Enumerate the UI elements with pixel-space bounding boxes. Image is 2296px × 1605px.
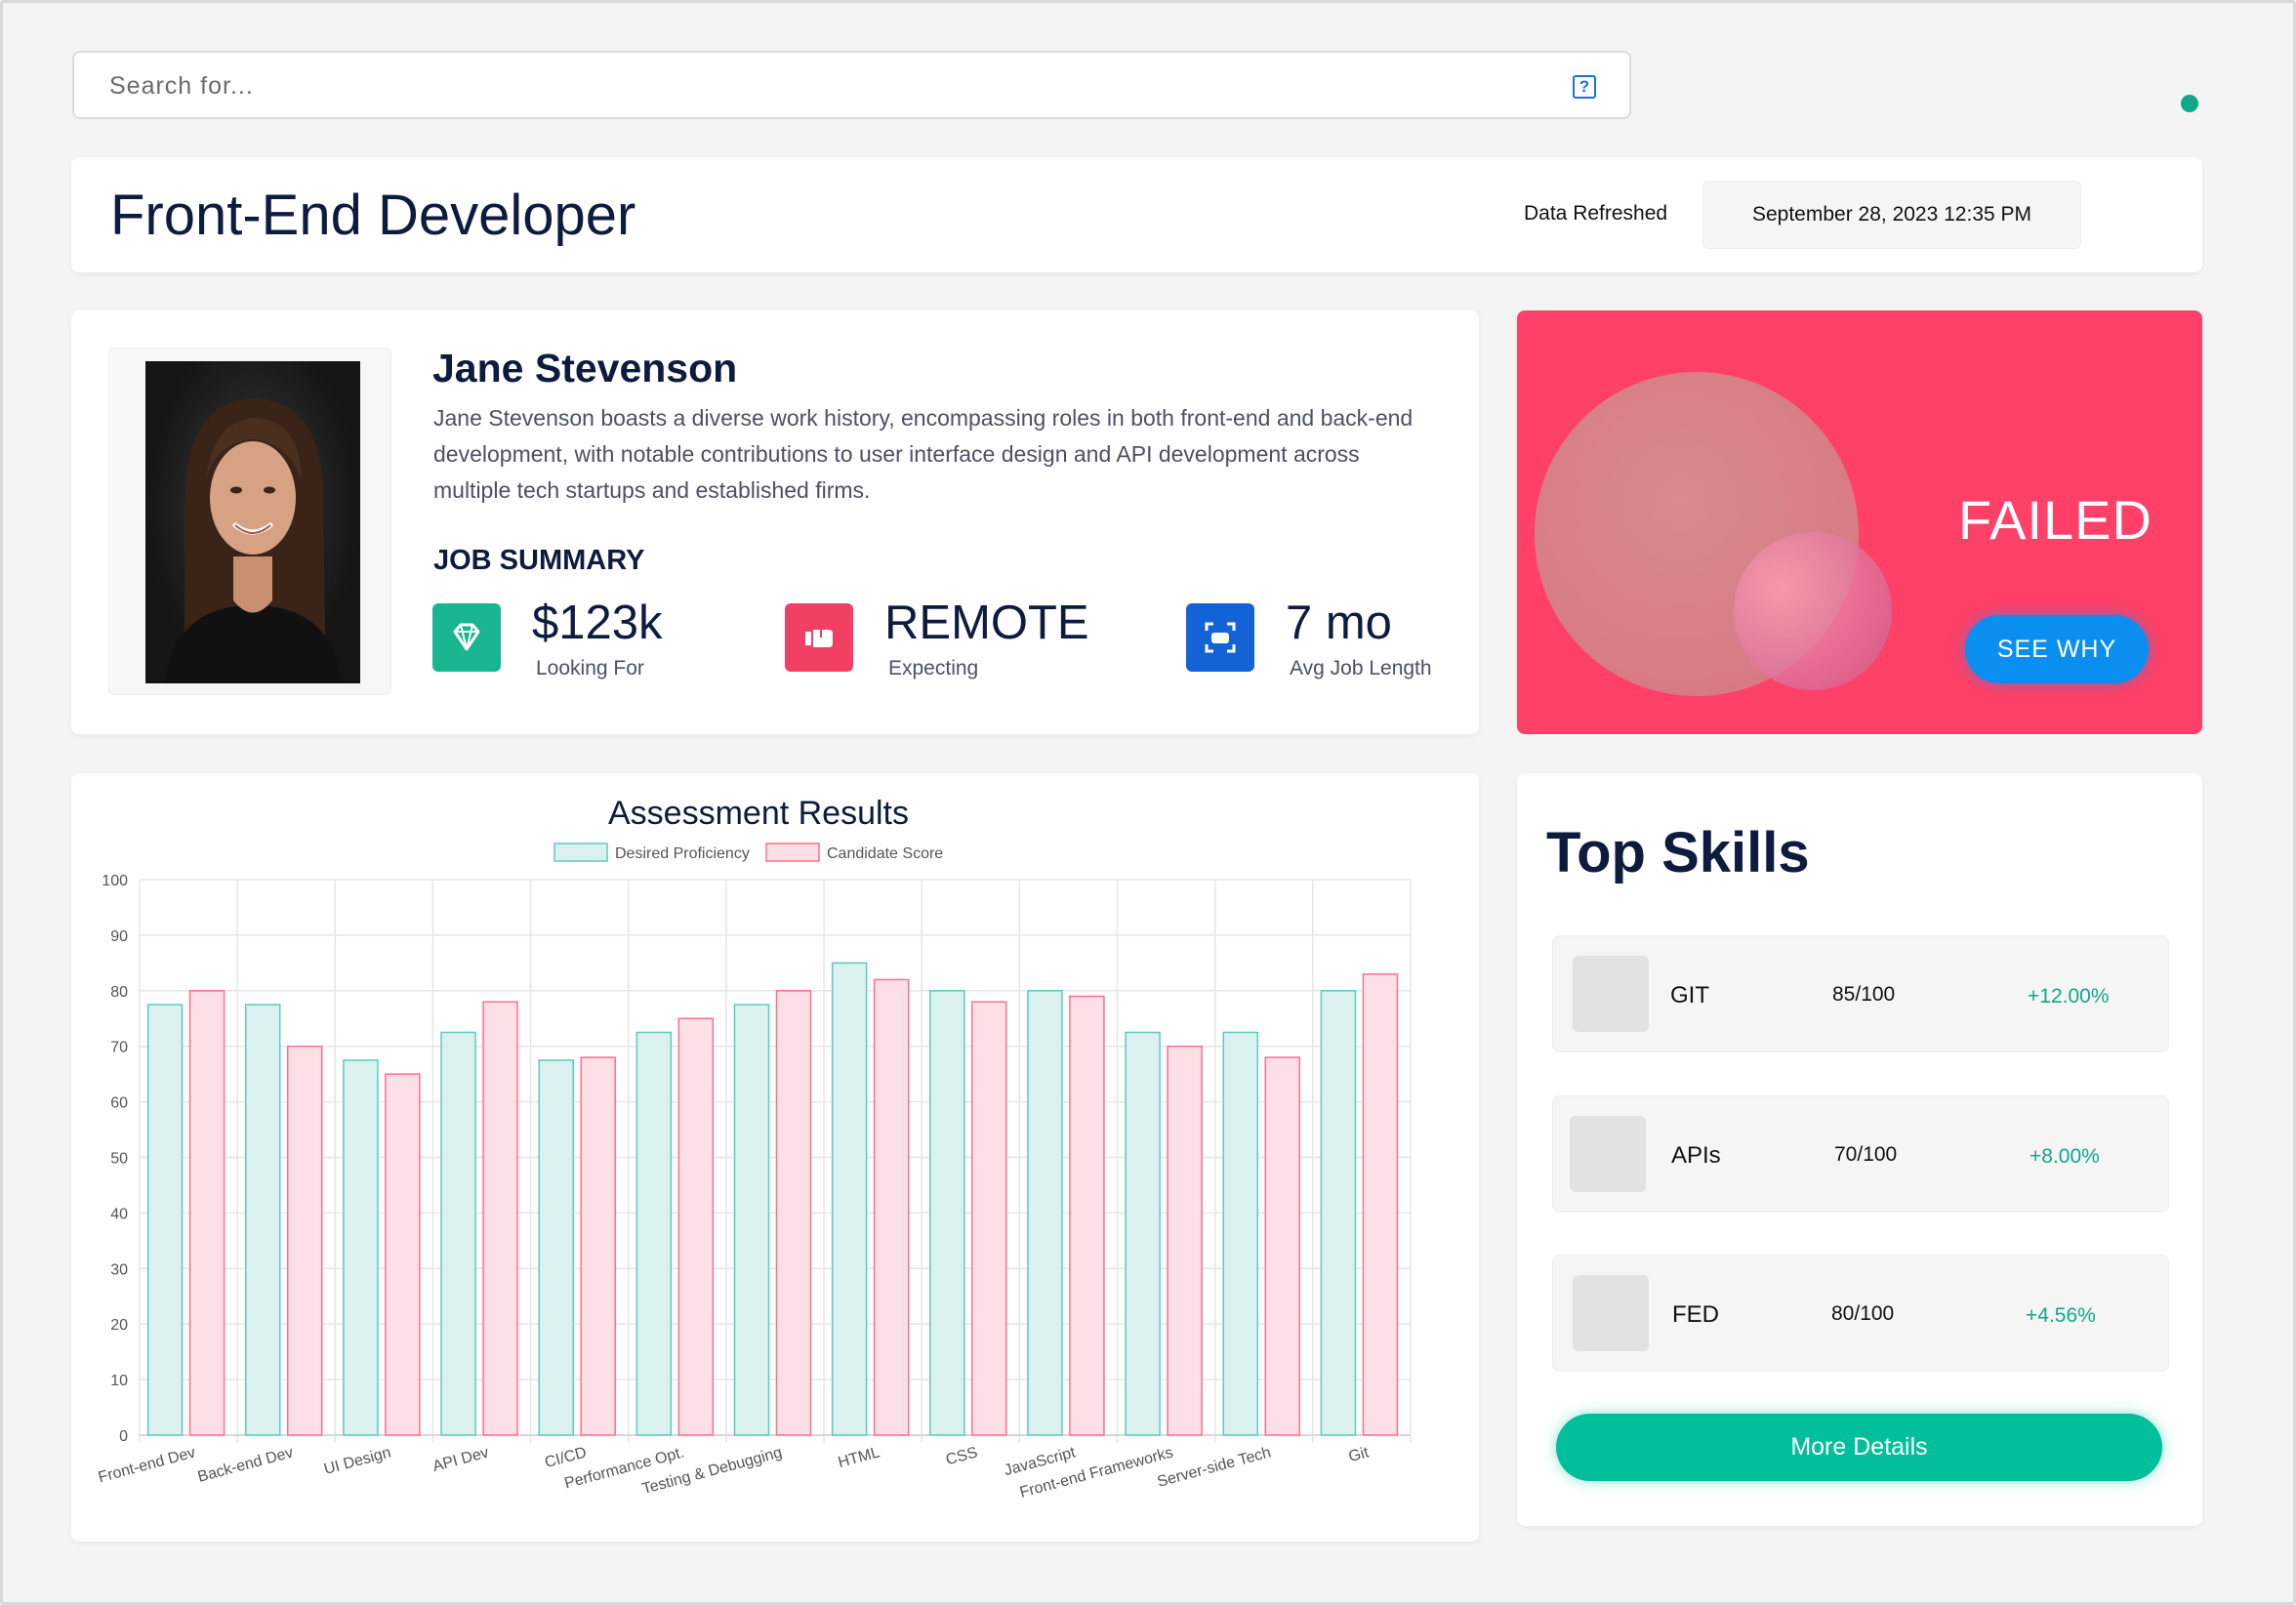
result-status: FAILED [1958, 489, 2152, 551]
y-tick-label: 100 [102, 873, 128, 889]
x-tick-label: Server-side Tech [1156, 1444, 1273, 1490]
bar [775, 990, 812, 1436]
skill-row[interactable]: APIs 70/100 +8.00% [1552, 1095, 2169, 1213]
bar [677, 1017, 715, 1436]
x-tick-label: Back-end Dev [196, 1444, 295, 1485]
stat-label: Expecting [888, 657, 979, 679]
bar [244, 1004, 281, 1436]
skill-thumbnail [1573, 1275, 1649, 1351]
x-tick-label: CSS [944, 1444, 979, 1468]
bar [831, 962, 868, 1436]
stat-value: 7 mo [1286, 597, 1392, 649]
x-tick-label: HTML [837, 1444, 882, 1471]
status-indicator [2181, 95, 2198, 112]
skill-name: APIs [1671, 1142, 1721, 1169]
y-tick-label: 90 [110, 928, 128, 945]
top-skills-card: Top Skills GIT 85/100 +12.00% APIs 70/10… [1517, 773, 2202, 1526]
candidate-name: Jane Stevenson [432, 346, 738, 391]
y-tick-label: 70 [110, 1040, 128, 1056]
bar [929, 990, 965, 1436]
bar [1069, 995, 1105, 1436]
bar [873, 978, 910, 1436]
skill-thumbnail [1570, 1116, 1646, 1192]
skill-score: 85/100 [1832, 983, 1896, 1006]
skill-thumbnail [1573, 956, 1649, 1032]
bar [1222, 1031, 1259, 1436]
bar [385, 1073, 421, 1436]
y-tick-label: 80 [110, 984, 128, 1001]
bar [580, 1056, 616, 1436]
page-header: Front-End Developer Data Refreshed Septe… [71, 157, 2202, 272]
bar [1167, 1045, 1203, 1436]
skill-change: +8.00% [2030, 1145, 2100, 1168]
see-why-button[interactable]: SEE WHY [1965, 615, 2149, 683]
bar [482, 1001, 518, 1436]
bar [343, 1059, 379, 1436]
stat-value: REMOTE [884, 597, 1089, 649]
hand-icon [785, 603, 853, 672]
skill-score: 70/100 [1834, 1143, 1898, 1166]
x-tick-label: CI/CD [543, 1444, 588, 1471]
skill-name: GIT [1670, 982, 1709, 1008]
y-tick-label: 30 [110, 1261, 128, 1278]
data-refreshed-value: September 28, 2023 12:35 PM [1702, 181, 2081, 249]
bar [1027, 990, 1063, 1436]
data-refreshed-label: Data Refreshed [1524, 202, 1668, 225]
bar [188, 990, 226, 1436]
skill-row[interactable]: GIT 85/100 +12.00% [1552, 935, 2169, 1052]
bar [1264, 1056, 1301, 1436]
bar [971, 1001, 1007, 1436]
candidate-profile-card: Jane Stevenson Jane Stevenson boasts a d… [71, 310, 1479, 734]
x-tick-label: Git [1347, 1444, 1372, 1465]
skill-name: FED [1672, 1301, 1719, 1328]
bar [1320, 990, 1357, 1436]
scan-icon [1186, 603, 1254, 672]
stat-value: $123k [532, 597, 663, 649]
legend-swatch [554, 843, 608, 862]
decorative-circle [1734, 532, 1892, 690]
y-tick-label: 0 [119, 1428, 128, 1445]
bar [1362, 972, 1399, 1436]
job-summary-heading: JOB SUMMARY [433, 545, 645, 576]
diamond-icon [432, 603, 501, 672]
legend-swatch [765, 843, 820, 862]
candidate-photo [145, 361, 360, 683]
search-input[interactable] [109, 66, 1476, 105]
search-bar: ? [72, 51, 1631, 119]
skill-score: 80/100 [1831, 1302, 1895, 1325]
x-tick-label: API Dev [430, 1444, 490, 1475]
page-title: Front-End Developer [110, 184, 636, 247]
y-tick-label: 60 [110, 1095, 128, 1112]
bar [440, 1031, 476, 1436]
bar [733, 1004, 770, 1436]
bar [636, 1031, 673, 1436]
bar [286, 1045, 323, 1436]
bar [146, 1004, 184, 1436]
chart-title: Assessment Results [608, 795, 909, 832]
more-details-button[interactable]: More Details [1556, 1414, 2162, 1481]
assessment-chart-card: 0 10 20 30 40 50 60 70 80 90 100 Front-end Dev Back-… [71, 773, 1479, 1542]
skill-change: +4.56% [2026, 1304, 2096, 1327]
legend-label: Candidate Score [827, 845, 943, 862]
y-tick-label: 10 [110, 1373, 128, 1389]
stat-label: Avg Job Length [1290, 657, 1432, 679]
skills-title: Top Skills [1546, 821, 1810, 885]
skill-change: +12.00% [2028, 985, 2110, 1008]
assessment-chart: 0 10 20 30 40 50 60 70 80 90 100 Front-end DevBack-… [97, 843, 1412, 1502]
candidate-photo-frame [108, 348, 391, 695]
help-icon[interactable]: ? [1573, 75, 1596, 99]
x-tick-label: Front-end Dev [97, 1444, 197, 1486]
skill-row[interactable]: FED 80/100 +4.56% [1552, 1255, 2169, 1372]
y-tick-label: 20 [110, 1317, 128, 1334]
bar [1125, 1031, 1161, 1436]
bar [538, 1059, 574, 1436]
x-tick-label: UI Design [322, 1444, 392, 1478]
candidate-description: Jane Stevenson boasts a diverse work his… [433, 405, 1414, 503]
stat-label: Looking For [536, 657, 644, 679]
legend-label: Desired Proficiency [615, 845, 750, 862]
assessment-result-card: FAILED SEE WHY [1517, 310, 2202, 734]
y-tick-label: 50 [110, 1151, 128, 1168]
y-tick-label: 40 [110, 1206, 128, 1222]
